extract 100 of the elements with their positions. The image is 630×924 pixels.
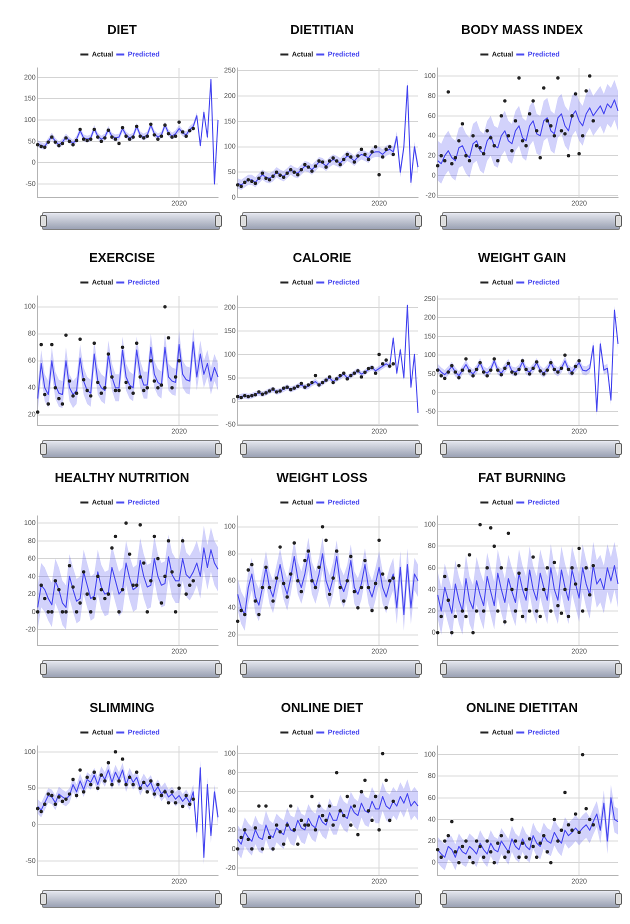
point — [574, 364, 578, 368]
point — [563, 132, 567, 136]
point — [363, 558, 367, 562]
point — [324, 378, 328, 382]
point — [243, 612, 246, 616]
point — [103, 779, 107, 783]
point — [289, 572, 292, 576]
point — [464, 357, 468, 361]
point — [60, 142, 64, 146]
point — [514, 609, 518, 613]
point — [192, 797, 195, 801]
point — [131, 135, 135, 139]
point — [464, 154, 468, 158]
point — [443, 159, 446, 162]
point — [446, 90, 450, 94]
point — [40, 144, 43, 148]
point — [106, 761, 110, 764]
point — [40, 810, 43, 814]
point — [292, 828, 296, 832]
point — [478, 360, 482, 364]
point — [64, 333, 68, 337]
point — [134, 584, 138, 587]
point — [454, 850, 458, 854]
point — [528, 609, 532, 613]
chart-title: CALORIE — [292, 250, 352, 265]
point — [556, 839, 560, 843]
point — [82, 137, 86, 141]
point — [236, 183, 240, 187]
point — [117, 388, 121, 392]
point — [152, 792, 156, 796]
point — [588, 74, 592, 78]
point — [352, 160, 356, 164]
point — [538, 369, 542, 373]
point — [546, 119, 549, 123]
point — [236, 394, 240, 398]
point — [474, 839, 478, 843]
point — [506, 134, 510, 138]
point — [156, 782, 160, 786]
point — [40, 584, 43, 587]
point — [36, 806, 40, 810]
point — [584, 89, 588, 93]
point — [71, 585, 75, 589]
point — [174, 134, 178, 138]
point — [380, 572, 384, 576]
point — [85, 776, 89, 780]
point — [592, 119, 595, 123]
point — [50, 135, 54, 139]
point — [574, 812, 578, 816]
point — [474, 144, 478, 148]
point — [349, 554, 353, 558]
point — [360, 148, 364, 152]
point — [496, 842, 500, 845]
point — [254, 182, 258, 186]
point — [506, 362, 510, 366]
point — [474, 609, 478, 613]
point — [282, 582, 286, 586]
point — [546, 850, 549, 854]
point — [482, 609, 486, 613]
point — [534, 360, 538, 364]
point — [188, 128, 192, 132]
point — [392, 362, 395, 366]
point — [303, 823, 307, 827]
point — [138, 134, 142, 138]
point — [503, 99, 507, 103]
point — [240, 396, 243, 400]
point — [468, 553, 472, 557]
point — [149, 122, 153, 126]
point — [85, 388, 89, 392]
point — [443, 574, 446, 578]
point — [170, 790, 174, 794]
point — [334, 159, 338, 163]
point — [454, 156, 458, 160]
point — [384, 606, 388, 610]
chart-title: ONLINE DIETITAN — [465, 700, 579, 715]
point — [570, 566, 574, 570]
point — [577, 830, 581, 834]
point — [260, 847, 264, 851]
chart-title: SLIMMING — [88, 700, 156, 715]
chart-title: ONLINE DIET — [280, 700, 364, 715]
point — [78, 601, 82, 605]
point — [92, 770, 96, 774]
point — [296, 579, 300, 582]
point — [60, 610, 64, 614]
point — [149, 359, 153, 362]
point — [306, 383, 310, 387]
point — [549, 360, 553, 364]
point — [160, 383, 164, 387]
point — [496, 609, 500, 613]
point — [120, 757, 124, 761]
point — [177, 786, 181, 790]
point — [274, 823, 278, 827]
point — [584, 566, 588, 570]
point — [503, 620, 507, 624]
point — [254, 826, 258, 830]
point — [388, 579, 392, 582]
point — [114, 534, 118, 538]
point — [577, 546, 581, 550]
chart-title: EXERCISE — [88, 250, 156, 265]
point — [320, 525, 324, 528]
point — [60, 402, 64, 406]
